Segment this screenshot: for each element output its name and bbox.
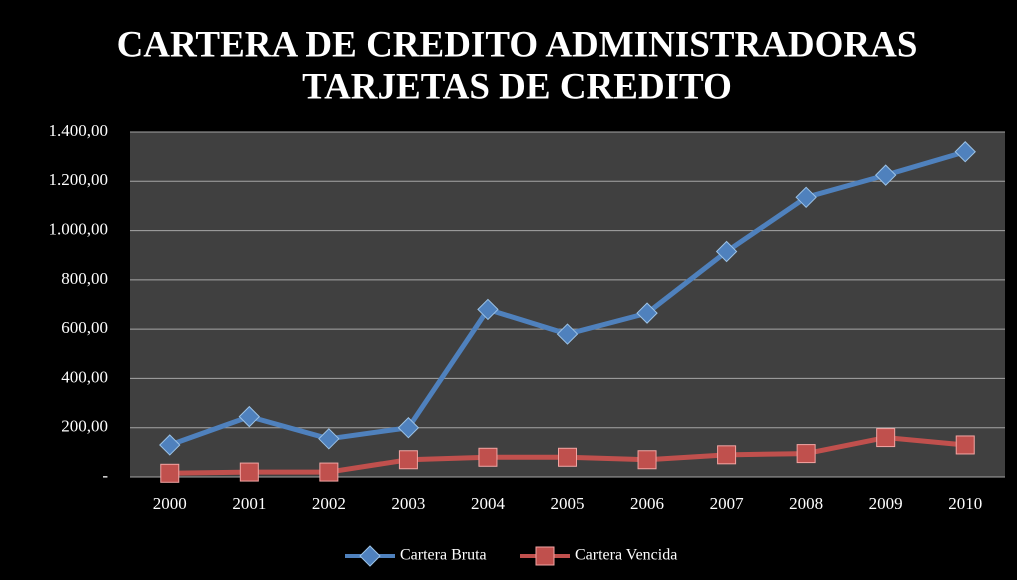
marker	[359, 545, 381, 567]
marker	[478, 447, 498, 467]
x-tick-label: 2003	[391, 494, 425, 513]
marker	[319, 462, 339, 482]
marker	[318, 428, 340, 450]
marker	[876, 428, 896, 448]
marker	[160, 463, 180, 483]
plot-area	[130, 132, 1005, 477]
x-tick-label: 2004	[471, 494, 506, 513]
marker	[558, 447, 577, 467]
marker	[715, 240, 738, 263]
legend-label: Cartera Vencida	[575, 547, 677, 564]
marker	[535, 546, 555, 566]
chart-title: CARTERA DE CREDITO ADMINISTRADORAS	[117, 24, 918, 65]
x-tick-label: 2007	[710, 494, 745, 513]
marker	[239, 462, 259, 482]
legend-label: Cartera Bruta	[400, 547, 487, 564]
y-tick-label: 600,00	[61, 318, 108, 337]
y-tick-label: 1.000,00	[49, 219, 109, 238]
marker	[159, 434, 181, 456]
x-tick-label: 2001	[232, 494, 266, 513]
x-tick-label: 2009	[869, 494, 903, 513]
y-tick-label: 800,00	[61, 269, 108, 288]
x-tick-label: 2010	[948, 494, 982, 513]
y-tick-label: 1.400,00	[49, 121, 109, 140]
y-tick-label: 1.200,00	[49, 170, 109, 189]
x-tick-label: 2000	[153, 494, 187, 513]
marker	[397, 417, 420, 439]
marker	[717, 445, 737, 465]
marker	[477, 298, 499, 321]
x-tick-label: 2002	[312, 494, 346, 513]
x-tick-label: 2008	[789, 494, 823, 513]
y-tick-label: -	[102, 466, 108, 485]
marker	[954, 141, 976, 163]
marker	[398, 450, 418, 470]
marker	[795, 186, 817, 209]
marker	[238, 405, 261, 428]
chart-title: TARJETAS DE CREDITO	[302, 66, 732, 107]
marker	[874, 164, 897, 186]
y-tick-label: 400,00	[61, 367, 108, 386]
marker	[796, 444, 816, 464]
marker	[636, 302, 658, 324]
marker	[637, 450, 657, 470]
x-tick-label: 2006	[630, 494, 664, 513]
y-tick-label: 200,00	[61, 417, 108, 436]
marker	[955, 435, 975, 455]
x-tick-label: 2005	[551, 494, 585, 513]
marker	[556, 323, 579, 345]
